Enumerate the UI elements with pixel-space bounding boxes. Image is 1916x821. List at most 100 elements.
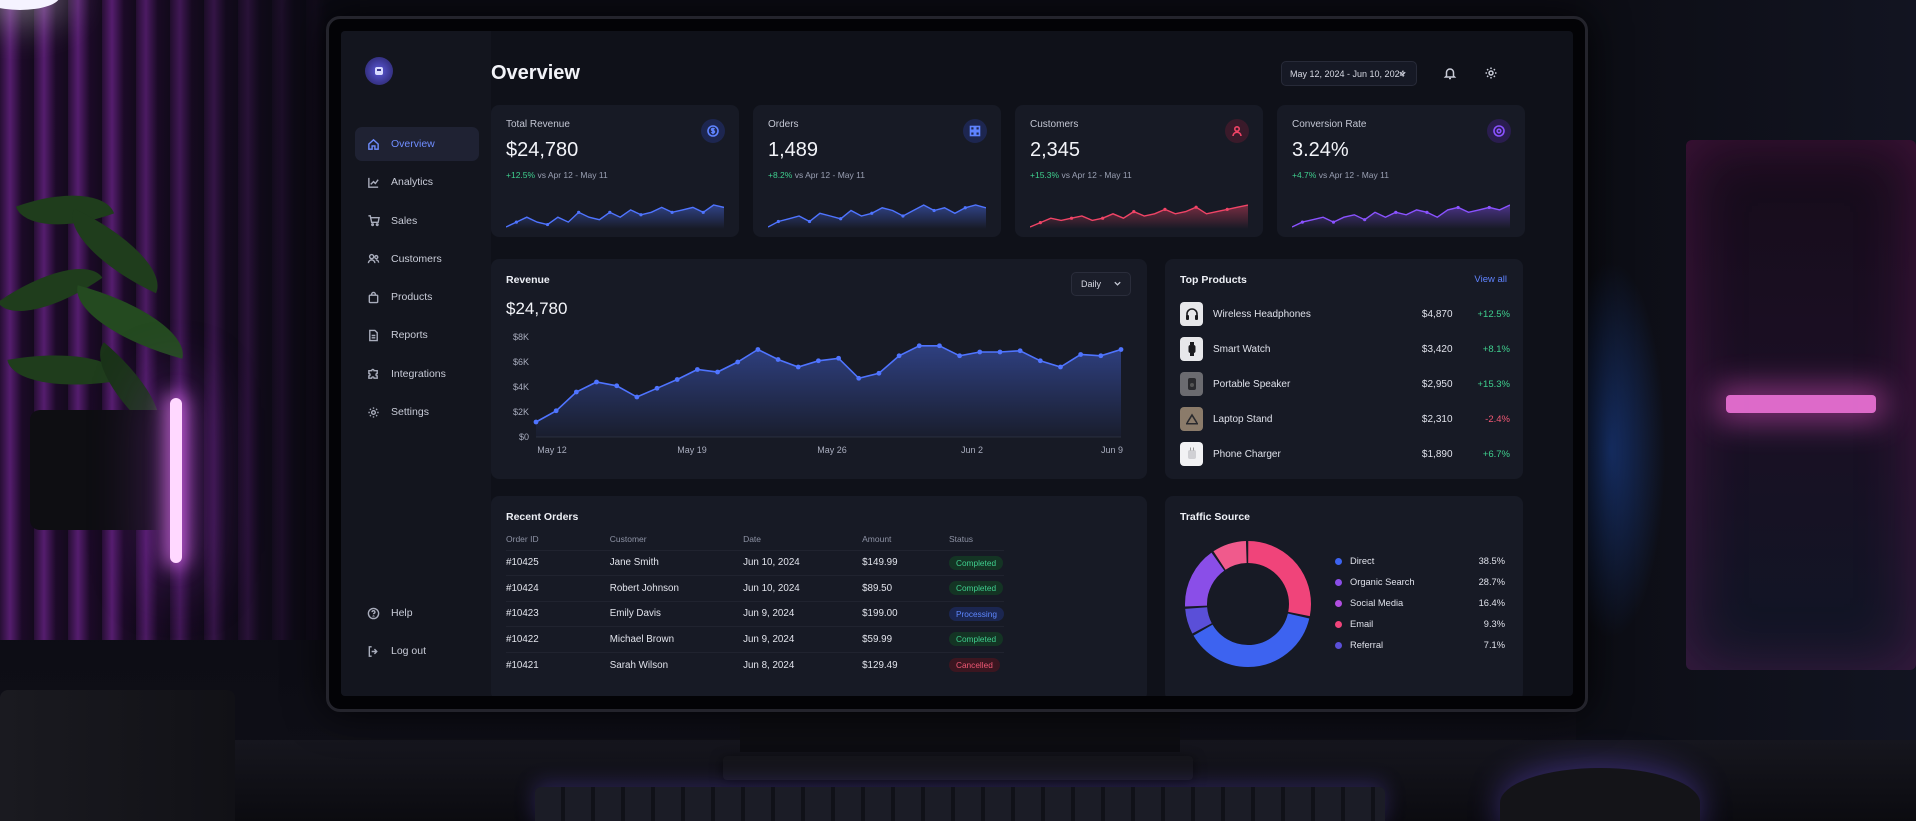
status-badge: Completed: [948, 555, 1004, 570]
product-row[interactable]: Portable Speaker $2,950 +15.3%: [1180, 369, 1510, 399]
legend-item: Email 9.3%: [1335, 614, 1505, 634]
table-row[interactable]: #10422 Michael Brown Jun 9, 2024 $59.99 …: [506, 626, 1004, 652]
kpi-card-conversion-rate[interactable]: Conversion Rate 3.24% +4.7% vs Apr 12 - …: [1277, 105, 1525, 237]
kpi-card-customers[interactable]: Customers 2,345 +15.3% vs Apr 12 - May 1…: [1015, 105, 1263, 237]
view-all-link[interactable]: View all: [1474, 274, 1507, 285]
keyboard: [535, 787, 1385, 821]
product-change: +12.5%: [1477, 308, 1511, 320]
sidebar-item-settings[interactable]: Settings: [355, 395, 479, 429]
legend-value: 38.5%: [1478, 556, 1505, 566]
sidebar-item-help[interactable]: Help: [355, 596, 479, 630]
x-tick-label: Jun 9: [1101, 445, 1123, 455]
sparkline-point: [1163, 207, 1167, 211]
recent-orders-card: Recent Orders Order ID Customer Date Amo…: [491, 496, 1147, 696]
product-row[interactable]: Wireless Headphones $4,870 +12.5%: [1180, 299, 1510, 329]
grid-icon: [963, 119, 987, 143]
sidebar-item-reports[interactable]: Reports: [355, 318, 479, 352]
users-icon: [367, 254, 380, 264]
sidebar-item-label: Settings: [391, 406, 429, 419]
sparkline-area: [506, 205, 724, 229]
kpi-card-total-revenue[interactable]: Total Revenue $24,780 +12.5% vs Apr 12 -…: [491, 105, 739, 237]
kpi-change-pct: +4.7%: [1292, 170, 1317, 180]
order-date: Jun 9, 2024: [743, 626, 863, 652]
x-tick-label: Jun 2: [961, 445, 983, 455]
kpi-card-orders[interactable]: Orders 1,489 +8.2% vs Apr 12 - May 11: [753, 105, 1001, 237]
revenue-point: [533, 419, 539, 425]
table-row[interactable]: #10423 Emily Davis Jun 9, 2024 $199.00 P…: [506, 600, 1004, 627]
sparkline: [1292, 204, 1510, 229]
product-row[interactable]: Smart Watch $3,420 +8.1%: [1180, 334, 1510, 364]
sparkline-point: [1101, 216, 1105, 220]
sidebar-item-logout[interactable]: Log out: [355, 634, 479, 668]
sparkline-point: [1331, 220, 1336, 224]
sparkline-point: [1225, 207, 1229, 211]
order-date: Jun 8, 2024: [743, 651, 863, 678]
product-row[interactable]: Phone Charger $1,890 +6.7%: [1180, 439, 1510, 469]
sparkline: [506, 204, 724, 229]
sparkline-point: [1132, 210, 1136, 214]
order-customer: Emily Davis: [609, 600, 744, 627]
order-id: #10425: [506, 549, 610, 576]
sidebar-item-analytics[interactable]: Analytics: [355, 165, 479, 199]
order-customer: Michael Brown: [609, 626, 744, 652]
date-range-label: May 12, 2024 - Jun 10, 2024: [1290, 68, 1405, 79]
table-row[interactable]: #10424 Robert Johnson Jun 10, 2024 $89.5…: [506, 575, 1004, 601]
sidebar-item-products[interactable]: Products: [355, 280, 479, 314]
revenue-point: [755, 347, 761, 352]
legend-swatch: [1335, 599, 1342, 607]
sidebar-item-sales[interactable]: Sales: [355, 204, 479, 238]
revenue-chart-card: Revenue $24,780 Daily $0 $2K $4K $6K $8K May …: [491, 259, 1147, 479]
y-tick-label: $2K: [513, 407, 529, 417]
order-date: Jun 10, 2024: [743, 575, 863, 601]
product-change: +15.3%: [1477, 378, 1511, 390]
target-icon: [1487, 119, 1511, 143]
main-content: Overview May 12, 2024 - Jun 10, 2024 Tot…: [491, 31, 1573, 696]
sparkline-point: [932, 208, 936, 213]
product-row[interactable]: Laptop Stand $2,310 -2.4%: [1180, 404, 1510, 434]
logo-icon[interactable]: [365, 57, 393, 85]
revenue-point: [836, 355, 841, 361]
sparkline-point: [1194, 205, 1198, 209]
kpi-value: 3.24%: [1292, 139, 1349, 161]
status-badge: Completed: [948, 632, 1004, 647]
product-name: Wireless Headphones: [1213, 308, 1311, 320]
period-select[interactable]: Daily: [1071, 272, 1131, 296]
sparkline-point: [1425, 210, 1429, 214]
legend-item: Referral 7.1%: [1335, 635, 1505, 655]
sparkline-point: [870, 211, 874, 215]
speaker-icon: [1180, 372, 1203, 396]
legend-value: 28.7%: [1478, 577, 1505, 587]
donut-slice: [1185, 541, 1311, 667]
column-header: Customer: [609, 533, 647, 544]
table-row[interactable]: #10421 Sarah Wilson Jun 8, 2024 $129.49 …: [506, 651, 1004, 678]
page-title: Overview: [491, 62, 580, 84]
legend-value: 9.3%: [1483, 619, 1505, 629]
revenue-point: [997, 349, 1003, 355]
revenue-point: [594, 379, 599, 385]
revenue-point: [816, 358, 821, 364]
sidebar-item-label: Log out: [391, 645, 427, 658]
date-range-picker[interactable]: May 12, 2024 - Jun 10, 2024: [1281, 61, 1417, 86]
sparkline-point: [776, 219, 780, 224]
kpi-change: +15.3% vs Apr 12 - May 11: [1030, 170, 1132, 180]
revenue-point: [694, 367, 700, 372]
sparkline-line: [1030, 204, 1248, 228]
bell-icon[interactable]: [1441, 64, 1459, 82]
sidebar-item-overview[interactable]: Overview: [355, 127, 479, 161]
revenue-value: $24,780: [506, 299, 568, 318]
sidebar-item-customers[interactable]: Customers: [355, 242, 479, 276]
sidebar-nav: Overview Analytics Sales Customers Produ…: [355, 127, 479, 433]
legend-swatch: [1335, 557, 1342, 565]
product-amount: $4,870: [1421, 308, 1453, 320]
gear-icon[interactable]: [1482, 64, 1500, 82]
donut-slice: [1185, 541, 1311, 667]
legend-swatch: [1335, 578, 1342, 586]
mug: [0, 690, 235, 821]
traffic-source-card: Traffic Source Direct 38.5% Organic Sear…: [1165, 496, 1523, 696]
table-row[interactable]: #10425 Jane Smith Jun 10, 2024 $149.99 C…: [506, 549, 1004, 576]
sidebar-item-integrations[interactable]: Integrations: [355, 357, 479, 391]
sparkline-point: [639, 213, 643, 217]
plant-pot: [30, 410, 180, 530]
order-id: #10424: [506, 575, 610, 601]
watch-icon: [1180, 337, 1203, 361]
